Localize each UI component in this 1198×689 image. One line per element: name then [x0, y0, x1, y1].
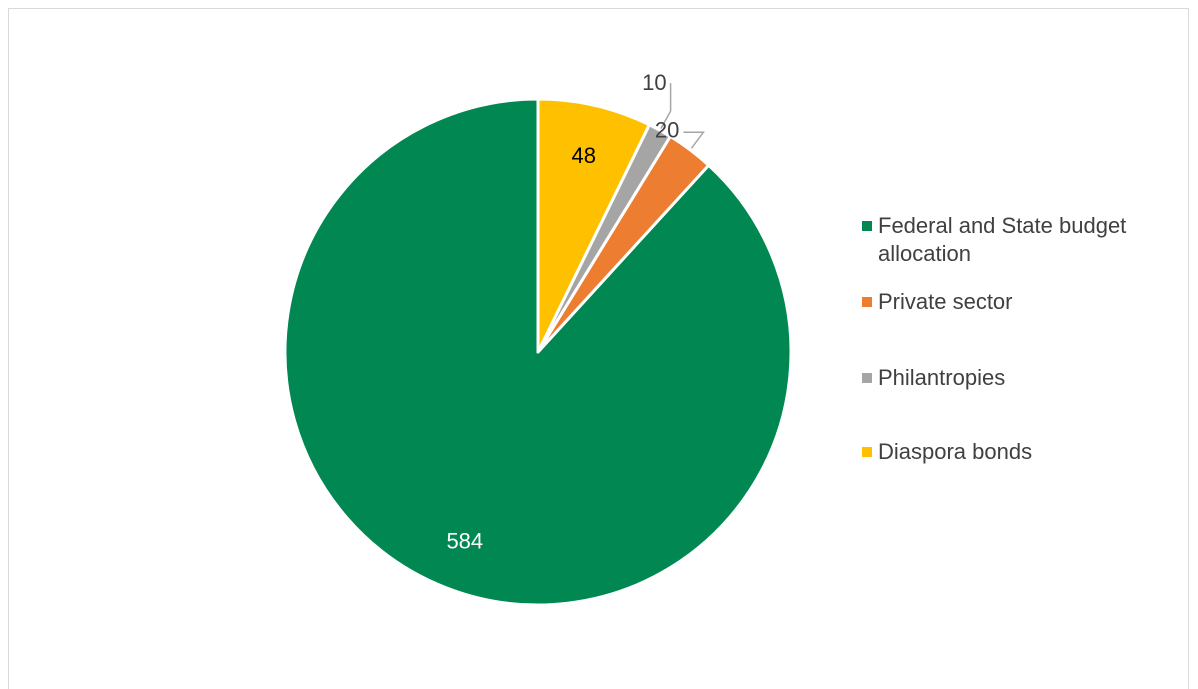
- legend-item-philantropies: Philantropies: [862, 364, 1178, 392]
- legend-label-private: Private sector: [878, 289, 1013, 314]
- data-label-1: 20: [655, 117, 679, 142]
- legend-label-federal: Federal and State budget allocation: [878, 213, 1127, 266]
- legend-item-private-sector: Private sector: [862, 288, 1178, 316]
- data-label-2: 10: [642, 70, 666, 95]
- legend-item-federal-and-state-budget: Federal and State budget allocation: [862, 212, 1178, 268]
- pie-slice-3: [536, 97, 651, 354]
- legend-swatch-federal: [862, 221, 872, 231]
- data-labels: 584 20 10 48: [446, 70, 679, 554]
- legend-swatch-private: [862, 297, 872, 307]
- data-label-0: 584: [446, 529, 483, 554]
- leader-line-2: [660, 83, 672, 129]
- leader-line-1: [683, 131, 705, 149]
- legend-swatch-diaspora: [862, 447, 872, 457]
- legend-label-diaspora: Diaspora bonds: [878, 439, 1033, 464]
- legend-swatch-philantropies: [862, 373, 872, 383]
- leader-lines: [660, 83, 705, 149]
- pie-slices: [283, 97, 793, 607]
- legend-label-philantropies: Philantropies: [878, 365, 1006, 390]
- legend-item-diaspora-bonds: Diaspora bonds: [862, 438, 1178, 466]
- data-label-3: 48: [571, 143, 595, 168]
